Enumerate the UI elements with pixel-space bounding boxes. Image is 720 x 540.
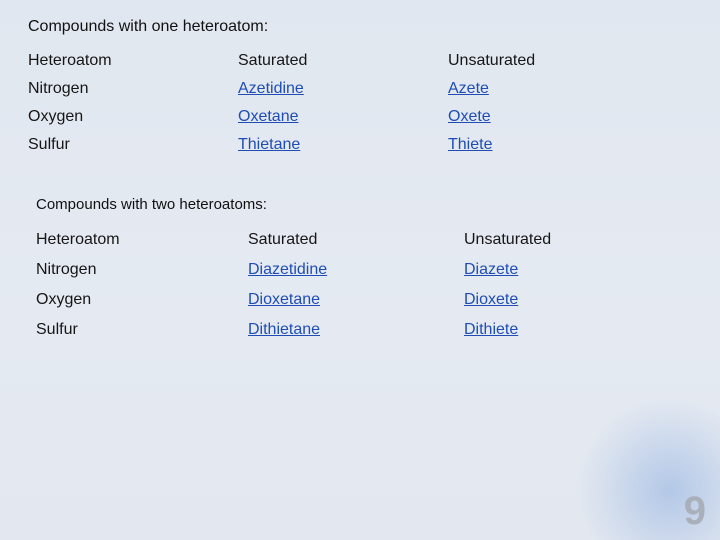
link-unsaturated[interactable]: Dithiete [464,321,518,338]
header-heteroatom: Heteroatom [36,229,248,259]
link-saturated[interactable]: Diazetidine [248,261,327,278]
cell-heteroatom: Nitrogen [28,78,238,106]
table-row: Sulfur Dithietane Dithiete [36,319,651,349]
table-row: Nitrogen Diazetidine Diazete [36,259,651,289]
link-saturated[interactable]: Azetidine [238,80,304,97]
section1-title: Compounds with one heteroatom: [28,18,690,36]
table-one-heteroatom: Heteroatom Saturated Unsaturated Nitroge… [28,50,638,162]
link-unsaturated[interactable]: Diazete [464,261,518,278]
table-row: Oxygen Oxetane Oxete [28,106,638,134]
cell-heteroatom: Oxygen [28,106,238,134]
page-number: 9 [684,489,706,534]
header-unsaturated: Unsaturated [464,229,651,259]
cell-heteroatom: Nitrogen [36,259,248,289]
cell-heteroatom: Oxygen [36,289,248,319]
table-row: Heteroatom Saturated Unsaturated [28,50,638,78]
table-row: Oxygen Dioxetane Dioxete [36,289,651,319]
header-heteroatom: Heteroatom [28,50,238,78]
link-unsaturated[interactable]: Thiete [448,136,492,153]
header-saturated: Saturated [248,229,464,259]
link-saturated[interactable]: Thietane [238,136,300,153]
link-saturated[interactable]: Oxetane [238,108,298,125]
table-two-heteroatoms: Heteroatom Saturated Unsaturated Nitroge… [36,229,651,349]
header-saturated: Saturated [238,50,448,78]
link-unsaturated[interactable]: Azete [448,80,489,97]
table-row: Nitrogen Azetidine Azete [28,78,638,106]
slide: Compounds with one heteroatom: Heteroato… [0,0,720,540]
link-saturated[interactable]: Dioxetane [248,291,320,308]
cell-heteroatom: Sulfur [28,134,238,162]
link-unsaturated[interactable]: Dioxete [464,291,518,308]
link-saturated[interactable]: Dithietane [248,321,320,338]
table-row: Sulfur Thietane Thiete [28,134,638,162]
header-unsaturated: Unsaturated [448,50,638,78]
section2-title: Compounds with two heteroatoms: [36,196,690,213]
table-row: Heteroatom Saturated Unsaturated [36,229,651,259]
link-unsaturated[interactable]: Oxete [448,108,491,125]
cell-heteroatom: Sulfur [36,319,248,349]
